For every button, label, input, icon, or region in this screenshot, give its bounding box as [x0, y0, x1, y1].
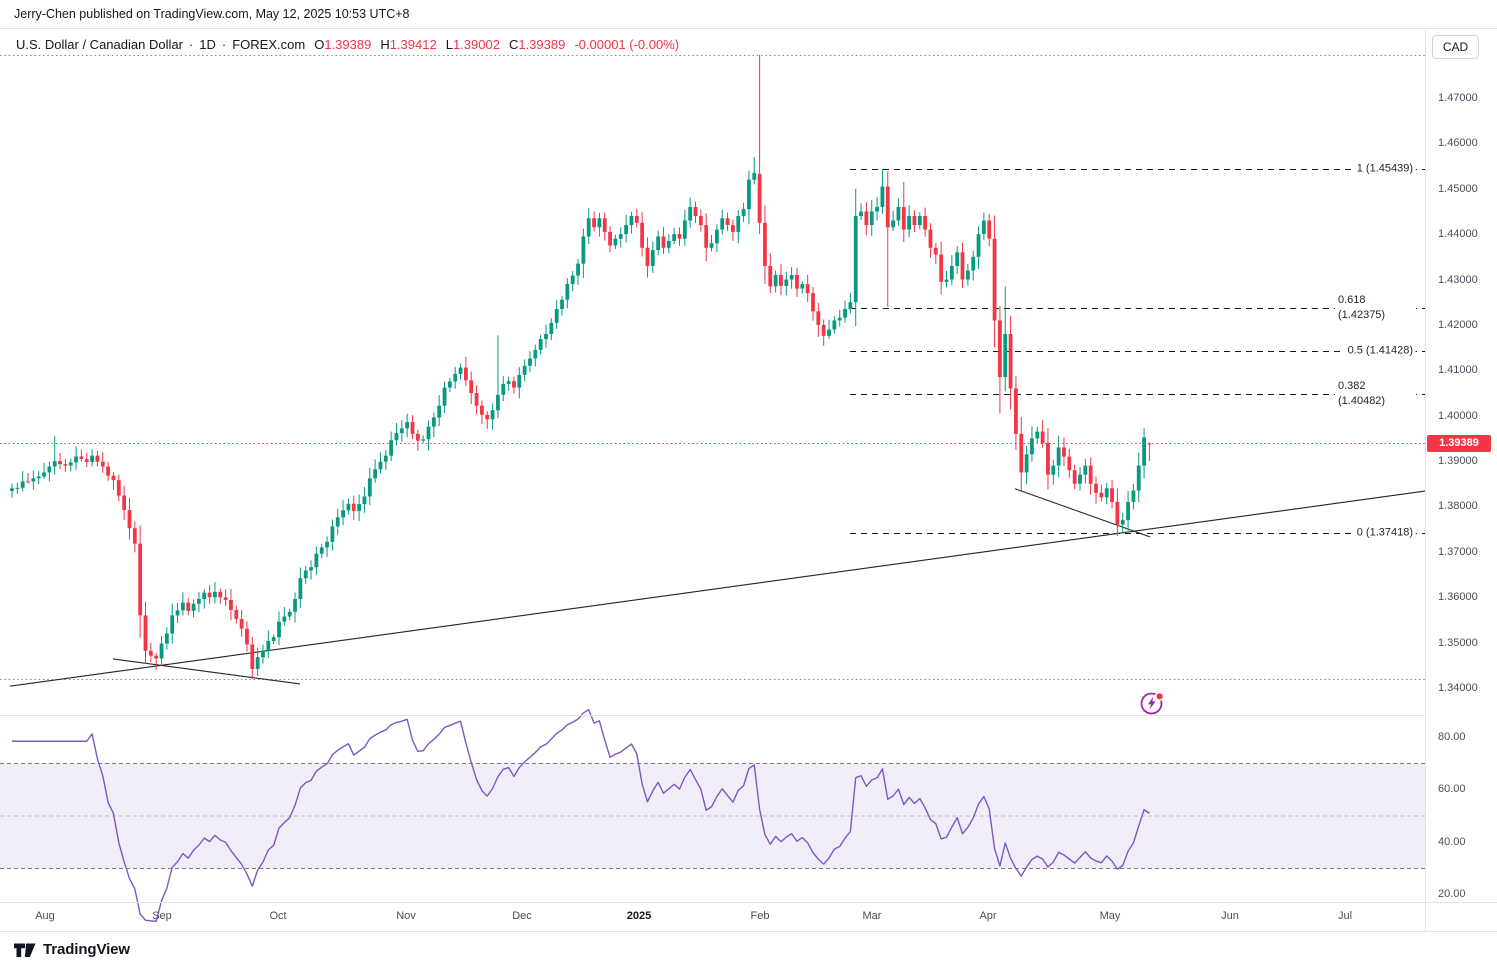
- tradingview-logo-text[interactable]: TradingView: [43, 940, 130, 958]
- currency-label: CAD: [1442, 40, 1469, 54]
- change-value: -0.00001 (-0.00%): [574, 37, 680, 52]
- chart-legend: U.S. Dollar / Canadian Dollar · 1D · FOR…: [16, 37, 679, 52]
- last-price-badge: 1.39389: [1427, 434, 1491, 452]
- ohlc-low: L1.39002: [446, 37, 500, 52]
- ohlc-high: H1.39412: [380, 37, 436, 52]
- open-value: 1.39389: [324, 37, 372, 52]
- exchange-label[interactable]: FOREX.com: [232, 37, 306, 52]
- ohlc-open: O1.39389: [314, 37, 371, 52]
- low-label: L: [445, 37, 453, 52]
- time-axis-separator: [0, 902, 1497, 903]
- interval-label[interactable]: 1D: [199, 37, 216, 52]
- attribution-bar: Jerry-Chen published on TradingView.com,…: [0, 0, 1497, 29]
- currency-toggle-button[interactable]: CAD: [1432, 35, 1479, 59]
- attribution-text: Jerry-Chen published on TradingView.com,…: [14, 7, 410, 21]
- ohlc-close: C1.39389: [509, 37, 565, 52]
- high-label: H: [380, 37, 390, 52]
- tradingview-logo-icon[interactable]: [14, 941, 36, 958]
- price-axis[interactable]: [1426, 30, 1497, 902]
- footer: TradingView: [0, 932, 1497, 966]
- footer-separator: [0, 931, 1497, 932]
- price-axis-border: [1425, 30, 1426, 931]
- close-value: 1.39389: [518, 37, 566, 52]
- legend-separator: ·: [188, 37, 194, 52]
- low-value: 1.39002: [452, 37, 500, 52]
- open-label: O: [314, 37, 325, 52]
- boost-lightning-icon[interactable]: [1138, 689, 1165, 716]
- close-label: C: [508, 37, 519, 52]
- high-value: 1.39412: [389, 37, 437, 52]
- last-price-value: 1.39389: [1439, 437, 1479, 450]
- pane-separator[interactable]: [0, 715, 1497, 716]
- legend-separator: ·: [221, 37, 227, 52]
- symbol-title[interactable]: U.S. Dollar / Canadian Dollar: [16, 37, 183, 52]
